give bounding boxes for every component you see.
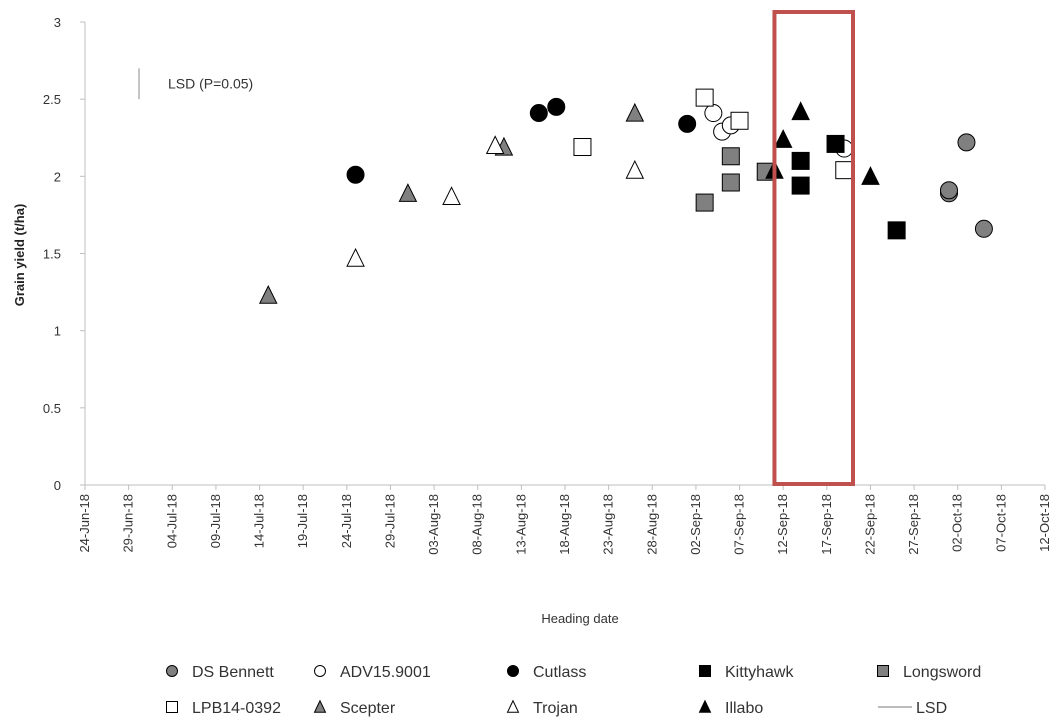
x-tick-label: 09-Jul-18 — [208, 494, 223, 548]
point-longsword — [695, 193, 714, 212]
axes — [80, 21, 1046, 490]
legend-item-cutlass: Cutlass — [507, 664, 586, 681]
point-cutlass — [547, 97, 566, 116]
point-trojan — [625, 159, 645, 179]
legend-marker — [699, 665, 711, 677]
point-longsword — [721, 147, 740, 166]
point-scepter — [625, 102, 645, 122]
point-lpb14-0392 — [835, 161, 854, 180]
lsd-label: LSD (P=0.05) — [168, 76, 253, 92]
point-cutlass — [678, 114, 697, 133]
legend-item-illabo: Illabo — [698, 699, 763, 717]
x-tick-labels: 24-Jun-18 29-Jun-18 04-Jul-18 09-Jul-18 14-J… — [77, 494, 1052, 555]
x-tick-label: 04-Jul-18 — [164, 494, 179, 548]
legend-marker — [314, 665, 326, 677]
y-tick-label: 3 — [54, 15, 61, 30]
x-tick-label: 12-Sep-18 — [775, 494, 790, 555]
x-tick-label: 07-Sep-18 — [732, 494, 747, 555]
point-kittyhawk — [791, 151, 810, 170]
legend-label: LSD — [916, 700, 947, 717]
legend-label: LPB14-0392 — [192, 700, 281, 717]
legend-label: DS Bennett — [192, 664, 274, 681]
highlight-box — [772, 10, 855, 486]
point-cutlass — [529, 104, 548, 123]
point-lpb14-0392 — [730, 111, 749, 130]
legend-marker — [506, 699, 520, 713]
x-tick-label: 03-Aug-18 — [426, 494, 441, 555]
y-axis-label: Grain yield (t/ha) — [12, 204, 27, 307]
y-tick-label: 0.5 — [43, 401, 61, 416]
x-tick-label: 23-Aug-18 — [601, 494, 616, 555]
y-tick-label: 0 — [54, 478, 61, 493]
point-cutlass — [346, 165, 365, 184]
point-ds-bennett — [957, 133, 976, 152]
data-points — [258, 88, 993, 304]
point-adv15-9001 — [704, 104, 723, 123]
y-tick-label: 2 — [54, 169, 61, 184]
x-tick-label: 13-Aug-18 — [513, 494, 528, 555]
point-longsword — [721, 173, 740, 192]
y-tick-label: 2.5 — [43, 92, 61, 107]
legend: DS Bennett ADV15.9001 Cutlass Kittyhawk Long… — [166, 664, 981, 717]
legend-item-scepter: Scepter — [313, 699, 396, 717]
y-tick-labels: 0 0.5 1 1.5 2 2.5 3 — [43, 15, 61, 493]
legend-item-ds-bennett: DS Bennett — [166, 664, 274, 681]
point-trojan — [442, 186, 461, 205]
point-trojan — [485, 135, 505, 155]
x-tick-label: 14-Jul-18 — [252, 494, 267, 548]
legend-marker — [507, 665, 519, 677]
x-tick-label: 08-Aug-18 — [470, 494, 485, 555]
point-illabo — [773, 129, 793, 148]
legend-label: Scepter — [340, 700, 396, 717]
point-lpb14-0392 — [695, 88, 714, 107]
x-tick-label: 29-Jul-18 — [382, 494, 397, 548]
legend-item-lsd: LSD — [878, 700, 947, 717]
legend-marker — [698, 699, 712, 713]
x-tick-label: 07-Oct-18 — [993, 494, 1008, 552]
legend-marker — [313, 699, 327, 713]
legend-item-longsword: Longsword — [877, 664, 981, 681]
x-tick-label: 02-Oct-18 — [950, 494, 965, 552]
legend-label: Cutlass — [533, 664, 586, 681]
point-scepter — [258, 284, 278, 304]
x-axis-label: Heading date — [541, 611, 618, 626]
x-tick-label: 24-Jun-18 — [77, 494, 92, 553]
legend-marker — [166, 665, 178, 677]
legend-marker — [166, 701, 178, 713]
legend-item-trojan: Trojan — [506, 699, 578, 717]
x-tick-label: 02-Sep-18 — [688, 494, 703, 555]
point-kittyhawk — [791, 176, 810, 195]
legend-item-kittyhawk: Kittyhawk — [699, 664, 794, 681]
legend-label: ADV15.9001 — [340, 664, 431, 681]
x-tick-label: 27-Sep-18 — [906, 494, 921, 555]
point-lpb14-0392 — [573, 138, 592, 157]
point-ds-bennett — [974, 219, 993, 238]
x-tick-label: 17-Sep-18 — [819, 494, 834, 555]
x-tick-label: 29-Jun-18 — [121, 494, 136, 553]
point-trojan — [346, 247, 365, 267]
x-tick-label: 24-Jul-18 — [339, 494, 354, 548]
point-illabo — [791, 101, 810, 121]
legend-label: Illabo — [725, 700, 763, 717]
point-ds-bennett — [940, 181, 958, 200]
legend-item-lpb14-0392: LPB14-0392 — [166, 700, 281, 717]
x-tick-label: 22-Sep-18 — [862, 494, 877, 555]
legend-label: Trojan — [533, 700, 578, 717]
x-tick-label: 28-Aug-18 — [644, 494, 659, 555]
legend-label: Kittyhawk — [725, 664, 794, 681]
point-illabo — [861, 166, 880, 185]
point-scepter — [398, 183, 418, 202]
y-tick-label: 1.5 — [43, 247, 61, 262]
x-tick-label: 19-Jul-18 — [295, 494, 310, 548]
legend-item-adv15-9001: ADV15.9001 — [314, 664, 431, 681]
point-kittyhawk — [887, 221, 906, 240]
legend-label: Longsword — [903, 664, 981, 681]
point-kittyhawk — [826, 134, 845, 153]
legend-marker — [877, 665, 889, 677]
y-tick-label: 1 — [54, 324, 61, 339]
x-tick-label: 18-Aug-18 — [557, 494, 572, 555]
x-tick-label: 12-Oct-18 — [1037, 494, 1052, 552]
